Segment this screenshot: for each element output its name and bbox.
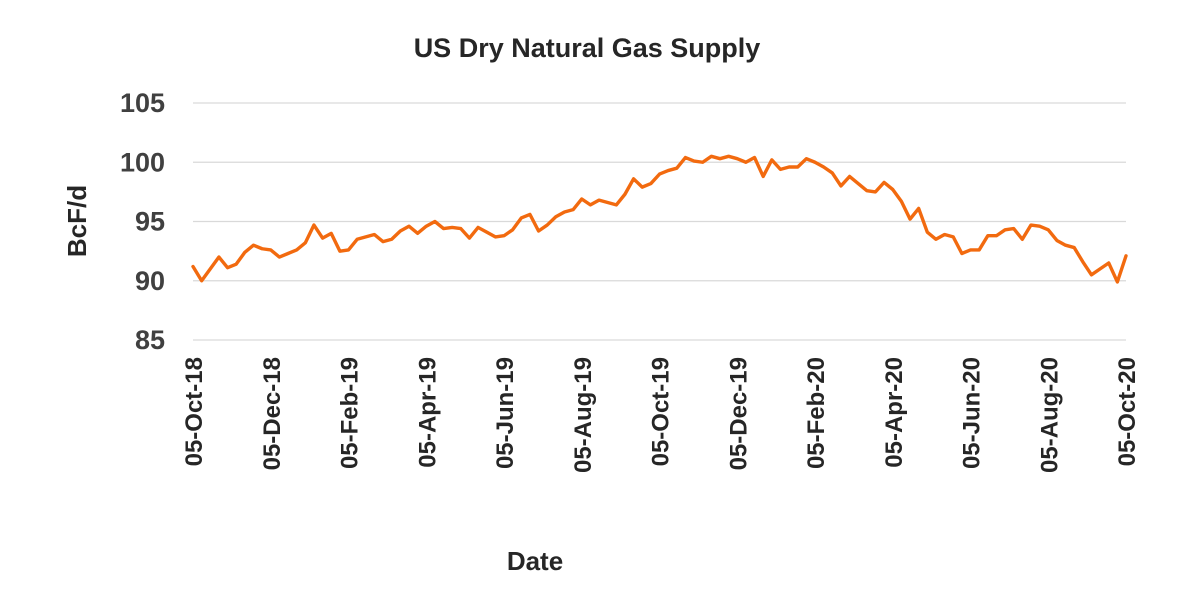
x-tick-label: 05-Feb-19 bbox=[337, 357, 364, 469]
y-axis-ticks: 85 90 95 100 105 bbox=[120, 88, 165, 355]
x-tick-label: 05-Oct-20 bbox=[1114, 357, 1141, 466]
x-tick-label: 05-Oct-19 bbox=[648, 357, 675, 466]
x-tick-label: 05-Jun-19 bbox=[492, 357, 519, 469]
x-tick-label: 05-Oct-18 bbox=[181, 357, 208, 466]
y-tick-label: 90 bbox=[135, 266, 165, 296]
x-tick-label: 05-Aug-20 bbox=[1036, 357, 1063, 473]
y-tick-label: 105 bbox=[120, 88, 165, 118]
y-axis-title: BcF/d bbox=[62, 185, 92, 257]
x-tick-label: 05-Feb-20 bbox=[803, 357, 830, 469]
gridlines bbox=[193, 102, 1126, 341]
x-tick-label: 05-Aug-19 bbox=[570, 357, 597, 473]
x-tick-label: 05-Apr-19 bbox=[414, 357, 441, 468]
x-axis-title: Date bbox=[507, 546, 563, 576]
x-tick-label: 05-Dec-19 bbox=[725, 357, 752, 470]
series-line bbox=[191, 154, 1128, 284]
x-tick-label: 05-Apr-20 bbox=[881, 357, 908, 468]
y-tick-label: 85 bbox=[135, 325, 165, 355]
y-tick-label: 100 bbox=[120, 147, 165, 177]
x-tick-label: 05-Dec-18 bbox=[259, 357, 286, 470]
chart-title: US Dry Natural Gas Supply bbox=[414, 33, 761, 63]
x-axis-ticks: 05-Oct-18 05-Dec-18 05-Feb-19 05-Apr-19 05-J… bbox=[181, 357, 1141, 473]
y-tick-label: 95 bbox=[135, 207, 165, 237]
x-tick-label: 05-Jun-20 bbox=[959, 357, 986, 469]
